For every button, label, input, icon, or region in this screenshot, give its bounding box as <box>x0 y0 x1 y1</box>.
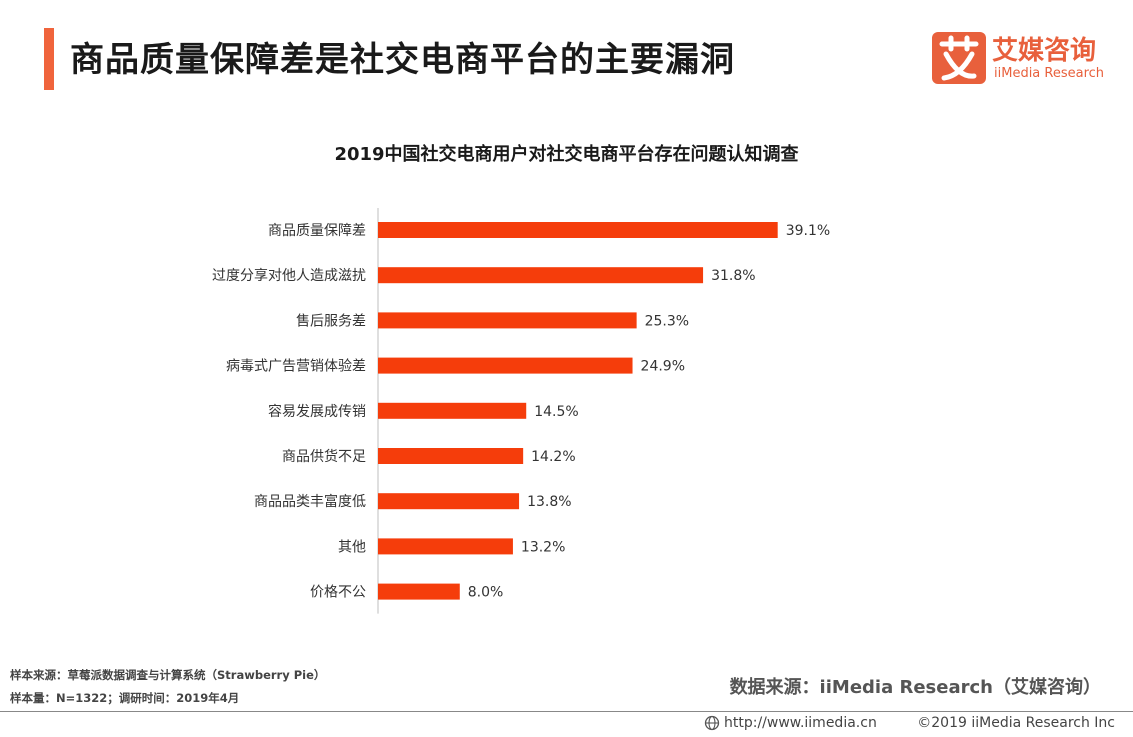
category-label: 过度分享对他人造成滋扰 <box>212 267 366 284</box>
category-label: 商品品类丰富度低 <box>254 493 366 510</box>
bar <box>378 312 637 329</box>
logo-name-en: iiMedia Research <box>994 66 1105 81</box>
bar <box>378 448 524 464</box>
title-accent-bar <box>44 28 54 90</box>
category-label: 容易发展成传销 <box>268 403 366 420</box>
logo-name-cn: 艾媒咨询 <box>992 36 1097 66</box>
category-label: 售后服务差 <box>296 313 366 329</box>
bar-value-label: 13.8% <box>527 494 571 510</box>
logo: 艾媒咨询 iiMedia Research <box>932 30 1122 86</box>
bar <box>378 267 704 284</box>
footer-url[interactable]: http://www.iimedia.cn <box>704 715 877 731</box>
bar <box>378 493 520 510</box>
footer-divider <box>0 711 1133 712</box>
bar <box>378 357 633 374</box>
category-label: 其他 <box>338 539 366 555</box>
logo-glyph-icon <box>939 35 979 81</box>
bar <box>378 538 513 555</box>
bar-value-label: 8.0% <box>468 585 504 601</box>
category-label: 商品供货不足 <box>282 448 366 465</box>
bar <box>378 222 778 238</box>
footer-url-text[interactable]: http://www.iimedia.cn <box>724 715 877 731</box>
bar-value-label: 14.2% <box>531 449 575 465</box>
chart-title: 2019中国社交电商用户对社交电商平台存在问题认知调查 <box>334 144 799 165</box>
footer-copyright: ©2019 iiMedia Research Inc <box>917 715 1115 731</box>
bar-value-label: 14.5% <box>534 404 578 420</box>
category-label: 病毒式广告营销体验差 <box>226 359 366 375</box>
logo-mark-icon <box>932 32 986 84</box>
category-label: 价格不公 <box>310 585 366 601</box>
bar-chart: 商品质量保障差 39.1% 过度分享对他人造成滋扰 31.8% 售后服务差 25.3% 病毒… <box>212 208 830 614</box>
bar-value-label: 39.1% <box>786 223 830 239</box>
bar <box>378 402 527 419</box>
data-source-note: 数据来源：iiMedia Research（艾媒咨询） <box>729 677 1101 698</box>
bar-value-label: 24.9% <box>641 359 685 375</box>
bar <box>378 583 460 600</box>
bar-value-label: 25.3% <box>645 313 689 329</box>
bar-value-label: 13.2% <box>521 539 565 555</box>
sample-source-note: 样本来源：草莓派数据调查与计算系统（Strawberry Pie） <box>10 668 326 682</box>
globe-icon <box>704 715 720 731</box>
sample-size-note: 样本量：N=1322；调研时间：2019年4月 <box>10 691 240 705</box>
bars-group: 商品质量保障差 39.1% 过度分享对他人造成滋扰 31.8% 售后服务差 25.3% 病毒… <box>212 222 830 601</box>
page-title: 商品质量保障差是社交电商平台的主要漏洞 <box>70 40 735 80</box>
category-label: 商品质量保障差 <box>268 223 366 239</box>
bar-value-label: 31.8% <box>711 268 755 284</box>
